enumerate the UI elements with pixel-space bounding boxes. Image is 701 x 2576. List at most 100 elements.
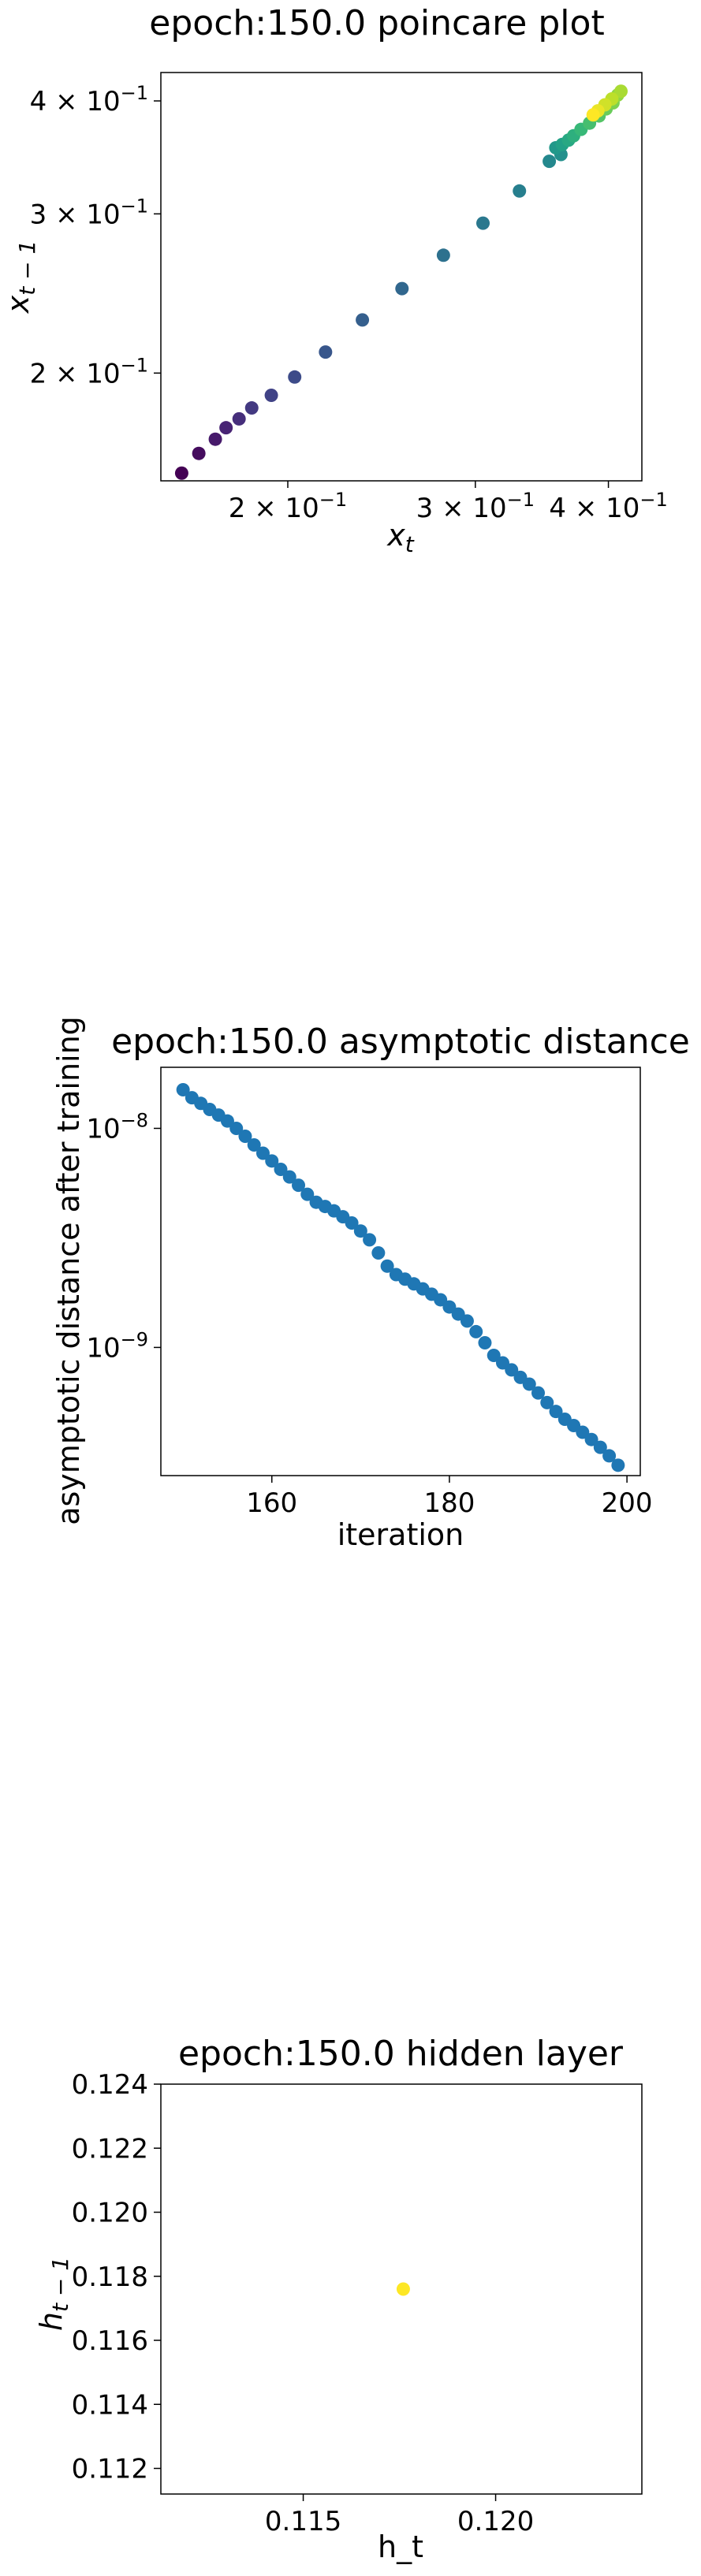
- x-axis-label: iteration: [337, 1517, 464, 1552]
- scatter-point: [208, 432, 222, 446]
- y-tick-exponent: −1: [121, 354, 148, 376]
- chart-title: epoch:150.0 asymptotic distance: [111, 1022, 690, 1062]
- y-tick-label: 3 × 10−1: [30, 195, 148, 230]
- x-tick-label: 160: [246, 1487, 297, 1519]
- x-tick-label: 4 × 10−1: [549, 489, 667, 524]
- scatter-point: [353, 1224, 367, 1238]
- y-tick-mantissa: 2 × 10: [30, 358, 121, 389]
- scatter-point: [238, 1130, 252, 1144]
- x-tick-mantissa: 2 × 10: [229, 493, 319, 524]
- scatter-point: [292, 1178, 306, 1193]
- chart-title: epoch:150.0 poincare plot: [149, 3, 604, 43]
- scatter-point: [543, 154, 557, 169]
- y-tick-exponent: −8: [121, 1109, 148, 1131]
- scatter-point: [487, 1348, 501, 1362]
- x-tick-mantissa: 3 × 10: [416, 493, 507, 524]
- chart-title: epoch:150.0 hidden layer: [178, 2034, 624, 2074]
- scatter-point: [229, 1121, 244, 1135]
- scatter-point: [476, 216, 490, 230]
- marks-layer: [174, 84, 628, 480]
- scatter-point: [192, 446, 206, 460]
- x-tick-exponent: −1: [507, 489, 535, 511]
- y-axis-label: ht − 1: [34, 2257, 73, 2331]
- scatter-point: [513, 184, 527, 198]
- x-tick-exponent: −1: [639, 489, 667, 511]
- y-axis-label: asymptotic distance after training: [51, 1016, 86, 1525]
- scatter-point: [505, 1363, 519, 1377]
- y-tick-label: 0.114: [72, 2389, 148, 2421]
- y-tick-mantissa: 4 × 10: [30, 86, 121, 117]
- x-tick-label: 180: [423, 1487, 475, 1519]
- scatter-point: [584, 1432, 598, 1446]
- y-tick-mantissa: 10: [86, 1113, 120, 1145]
- y-tick-mantissa: 10: [86, 1332, 120, 1364]
- scatter-point: [602, 1449, 617, 1463]
- scatter-point: [380, 1259, 394, 1273]
- scatter-point: [540, 1395, 554, 1409]
- scatter-point: [264, 388, 278, 402]
- y-tick-exponent: −9: [121, 1328, 148, 1350]
- y-tick-label: 2 × 10−1: [30, 354, 148, 389]
- y-tick-label: 10−9: [86, 1328, 148, 1364]
- scatter-point: [611, 1458, 625, 1472]
- x-tick-mantissa: 4 × 10: [549, 493, 639, 524]
- scatter-point: [613, 84, 628, 99]
- scatter-point: [576, 1425, 590, 1439]
- marks-layer: [176, 1083, 625, 1472]
- plot-frame: [160, 2083, 643, 2495]
- scatter-point: [593, 1440, 607, 1454]
- scatter-point: [247, 1138, 261, 1152]
- scatter-point: [371, 1246, 386, 1260]
- scatter-point: [220, 1114, 234, 1128]
- scatter-point: [531, 1386, 546, 1400]
- scatter-point: [288, 370, 302, 384]
- y-tick-label: 0.118: [72, 2261, 148, 2293]
- scatter-point: [232, 411, 246, 426]
- x-tick-label: 0.115: [265, 2506, 341, 2537]
- y-tick-label: 0.122: [72, 2133, 148, 2165]
- scatter-point: [363, 1233, 377, 1247]
- scatter-point: [469, 1324, 483, 1338]
- scatter-point: [436, 248, 450, 262]
- marks-layer: [396, 2282, 410, 2296]
- x-tick-label: 2 × 10−1: [229, 489, 347, 524]
- scatter-point: [174, 466, 188, 480]
- scatter-point: [434, 1293, 448, 1307]
- scatter-point: [319, 345, 333, 359]
- scatter-point: [255, 1146, 270, 1160]
- scatter-point: [549, 1405, 563, 1419]
- y-tick-exponent: −1: [121, 82, 148, 104]
- scatter-point: [274, 1162, 288, 1176]
- scatter-point: [356, 313, 370, 327]
- scatter-point: [522, 1377, 536, 1391]
- tick-layer: 2 × 10−1 3 × 10−1 4 × 10−12 × 10−13 × 10−1…: [30, 82, 668, 524]
- y-tick-label: 10−8: [86, 1109, 148, 1145]
- y-tick-label: 0.120: [72, 2198, 148, 2229]
- tick-layer: 0.115 0.120 0.112 0.114 0.116 0.118 0.120 0.122…: [72, 2069, 535, 2537]
- hidden-layer-chart: epoch:150.0 hidden layer 0.115 0.120 0.112…: [34, 2034, 643, 2564]
- scatter-point: [396, 2282, 410, 2296]
- plot-frame: [160, 72, 643, 482]
- scatter-point: [300, 1187, 315, 1201]
- scatter-point: [244, 401, 259, 415]
- scatter-point: [586, 108, 600, 122]
- scatter-point: [345, 1215, 359, 1230]
- y-axis-label: xt − 1: [1, 240, 40, 315]
- x-tick-exponent: −1: [319, 489, 347, 511]
- scatter-point: [219, 421, 233, 435]
- y-tick-mantissa: 3 × 10: [30, 199, 121, 230]
- y-tick-label: 4 × 10−1: [30, 82, 148, 117]
- scatter-point: [478, 1336, 492, 1350]
- x-tick-label: 3 × 10−1: [416, 489, 535, 524]
- y-tick-exponent: −1: [121, 195, 148, 217]
- x-tick-label: 0.120: [457, 2506, 534, 2537]
- x-tick-label: 200: [602, 1487, 653, 1519]
- scatter-point: [395, 281, 409, 296]
- scatter-point: [176, 1083, 190, 1097]
- x-axis-label: xt: [386, 518, 415, 557]
- y-tick-label: 0.112: [72, 2454, 148, 2485]
- scatter-point: [460, 1314, 474, 1328]
- x-axis-label: h_t: [378, 2529, 423, 2564]
- poincare-plot-chart: epoch:150.0 poincare plot 2 × 10−1 3 × 10…: [1, 3, 668, 557]
